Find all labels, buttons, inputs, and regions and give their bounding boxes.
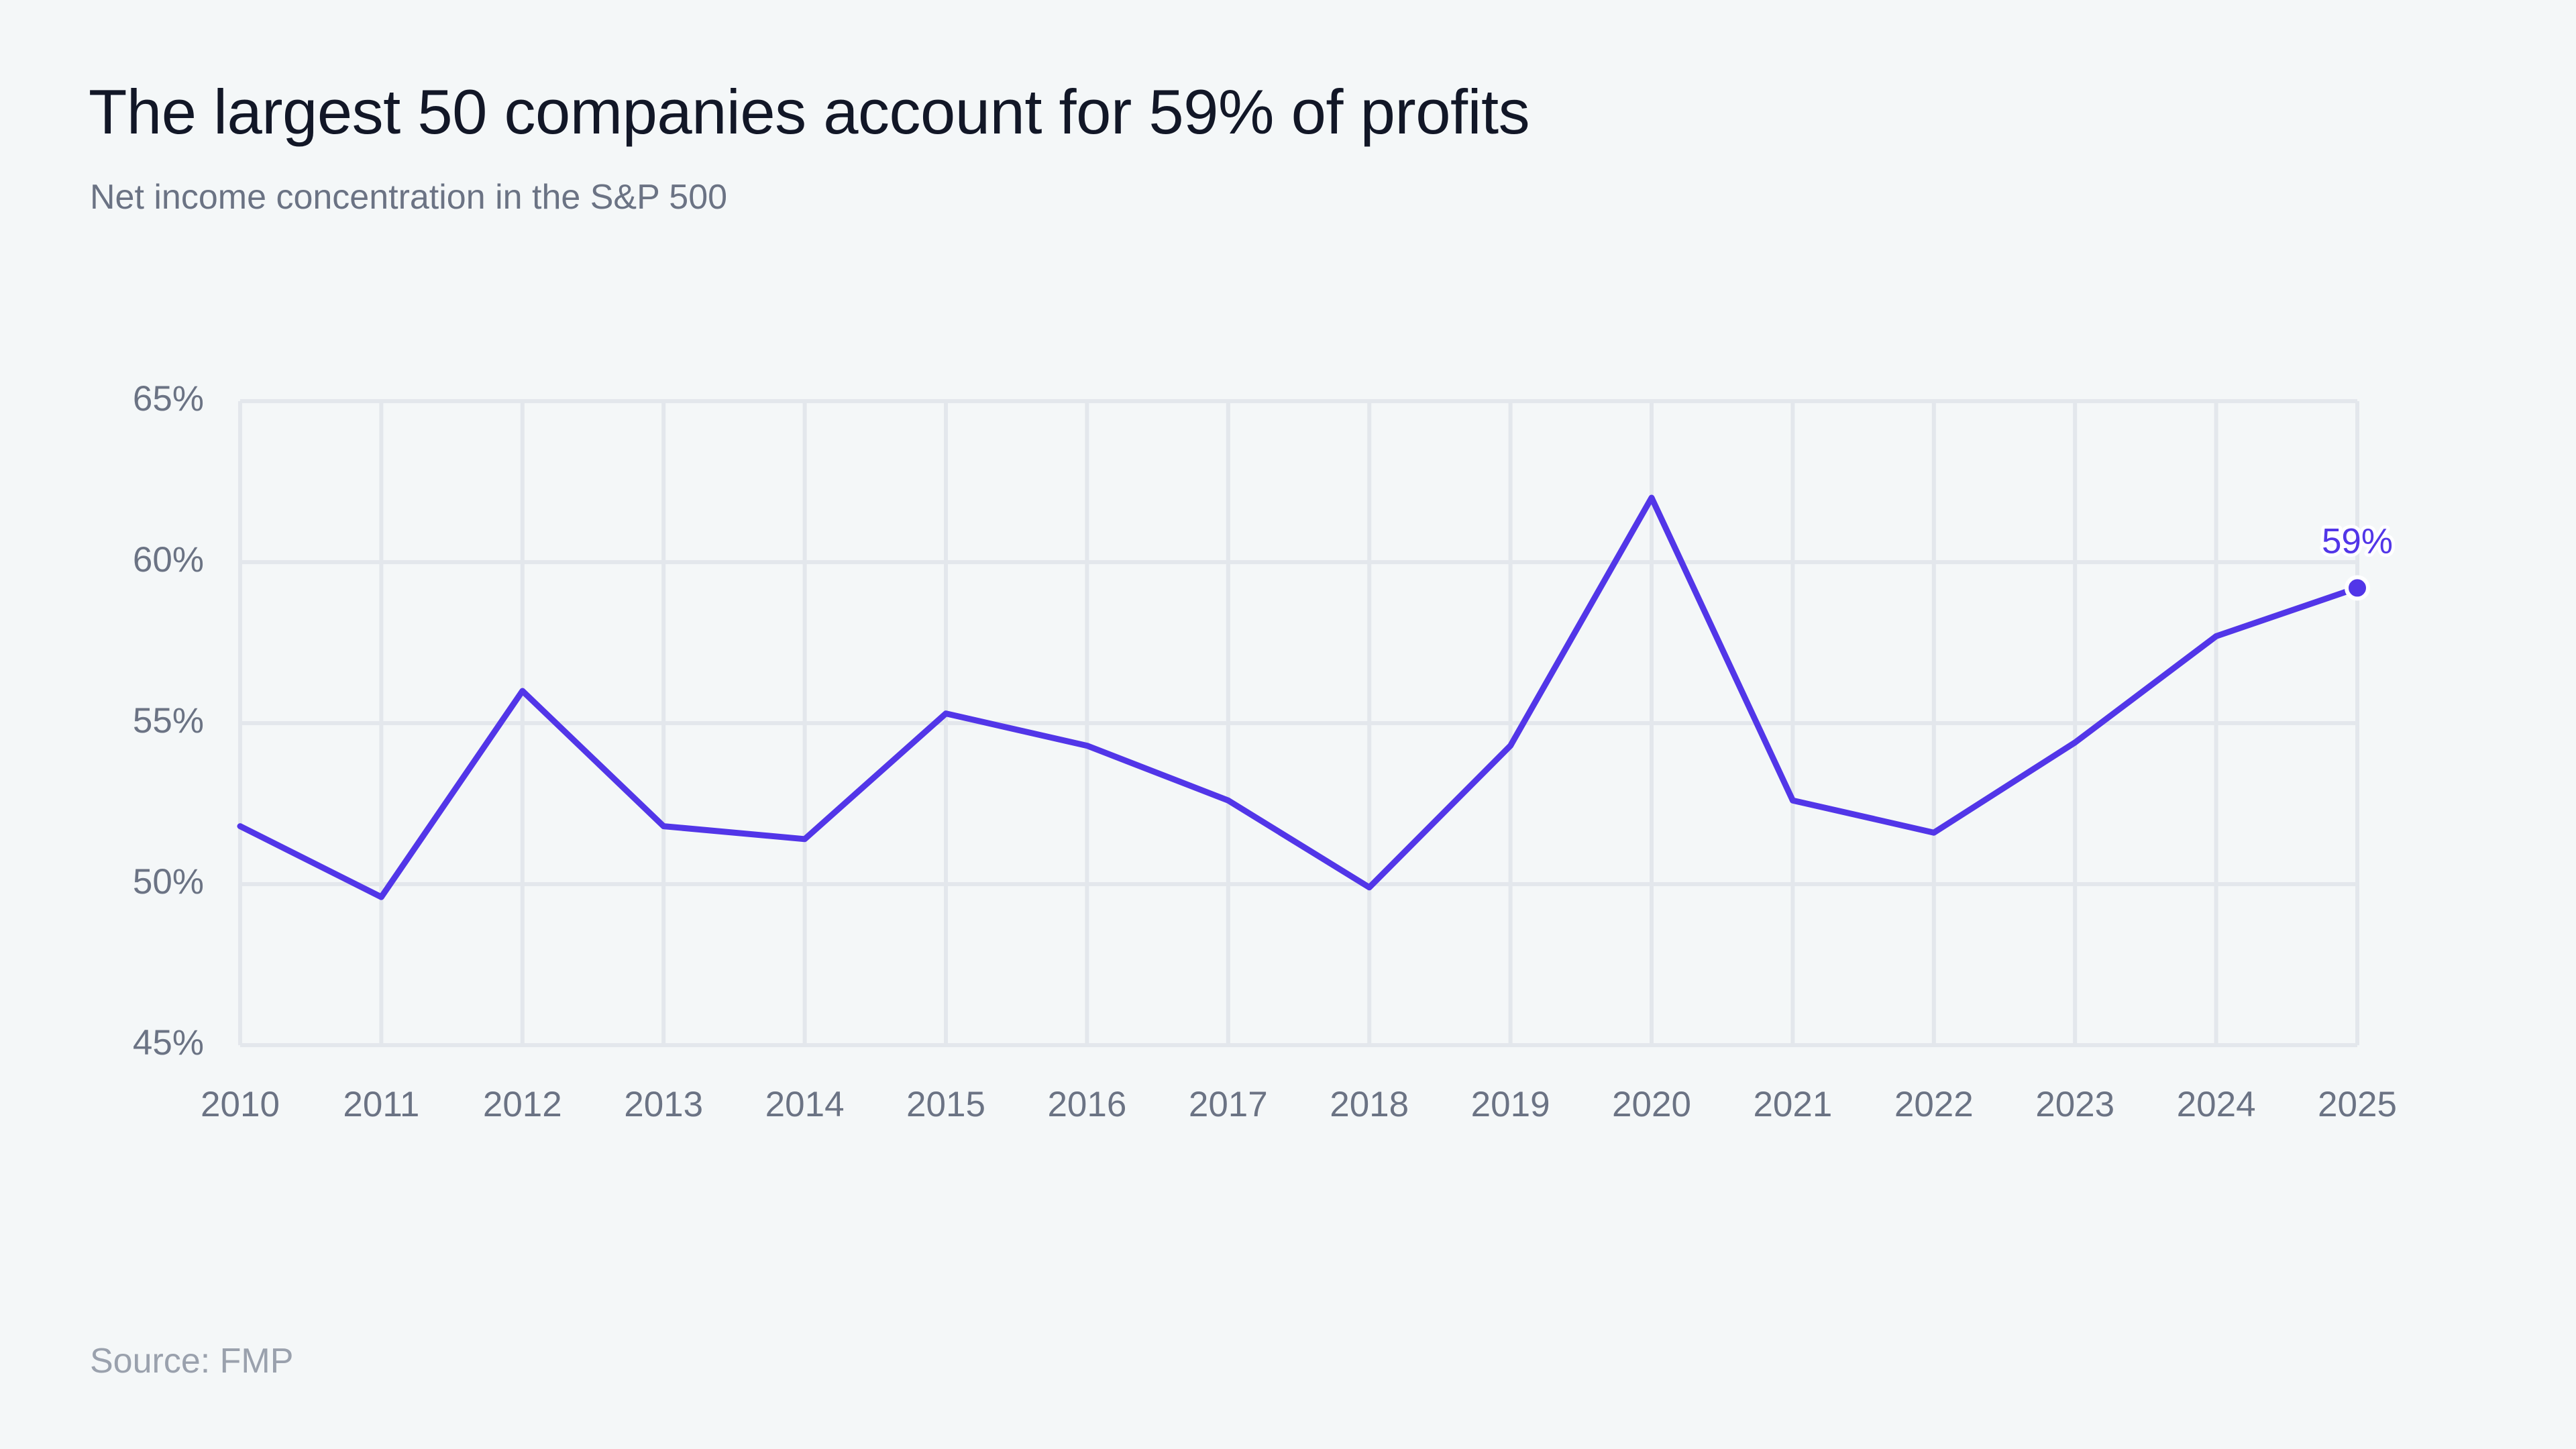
source-note: Source: FMP — [90, 1342, 294, 1381]
y-tick-label: 60% — [133, 540, 204, 580]
x-tick-label: 2012 — [483, 1085, 562, 1124]
end-point-marker-layer: 59% — [2318, 518, 2396, 601]
grid-lines — [238, 399, 2359, 1047]
x-tick-label: 2022 — [1894, 1085, 1974, 1124]
chart-subtitle: Net income concentration in the S&P 500 — [90, 178, 728, 217]
y-tick-label: 65% — [133, 379, 204, 419]
x-tick-label: 2020 — [1612, 1085, 1691, 1124]
x-tick-label: 2025 — [2318, 1085, 2397, 1124]
x-tick-label: 2018 — [1330, 1085, 1409, 1124]
end-point-marker — [2345, 575, 2370, 601]
chart-title: The largest 50 companies account for 59%… — [89, 76, 1530, 147]
x-tick-label: 2011 — [343, 1085, 419, 1124]
series-line-layer — [237, 494, 2361, 900]
y-tick-label: 50% — [133, 862, 204, 902]
x-axis-tick-labels: 2010 2011 2012 2013 2014 2015 2016 2017 2018 2019… — [201, 1085, 2397, 1124]
x-tick-label: 2017 — [1189, 1085, 1268, 1124]
x-tick-label: 2019 — [1471, 1085, 1550, 1124]
y-tick-label: 45% — [133, 1023, 204, 1063]
end-value-label: 59% — [2322, 521, 2393, 561]
x-tick-label: 2010 — [201, 1085, 280, 1124]
y-tick-label: 55% — [133, 701, 204, 741]
x-tick-label: 2023 — [2035, 1085, 2114, 1124]
x-tick-label: 2013 — [624, 1085, 703, 1124]
x-tick-label: 2021 — [1753, 1085, 1832, 1124]
x-tick-label: 2014 — [765, 1085, 845, 1124]
x-tick-label: 2016 — [1047, 1085, 1126, 1124]
x-tick-label: 2015 — [906, 1085, 985, 1124]
y-axis-tick-labels: 45% 50% 55% 60% 65% — [133, 379, 204, 1063]
series-line — [237, 494, 2361, 900]
x-tick-label: 2024 — [2177, 1085, 2256, 1124]
